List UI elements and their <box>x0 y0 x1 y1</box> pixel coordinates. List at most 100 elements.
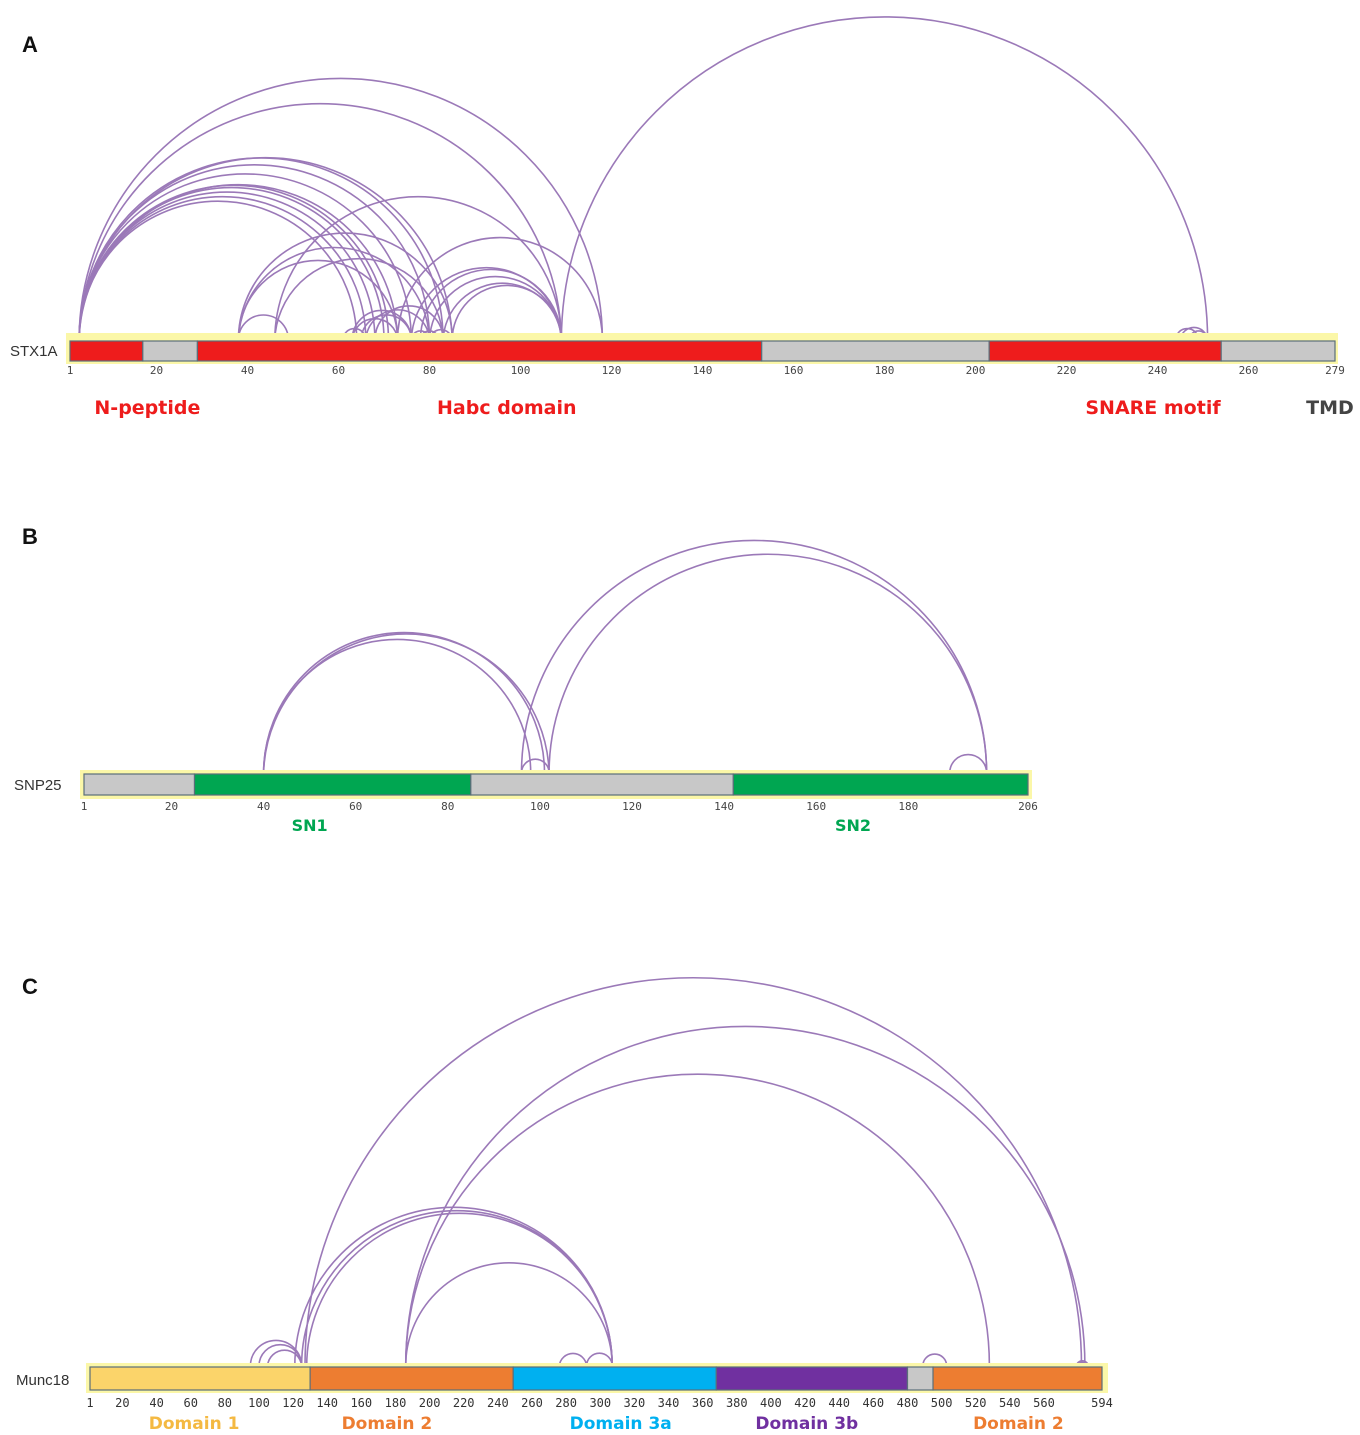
domain-labels-a: N-peptide Habc domain SNARE motif TMD <box>94 397 1353 419</box>
tick-label: 180 <box>875 364 895 377</box>
domain-labels-c: Domain 1 Domain 2 Domain 3a Domain 3b Domain… <box>149 1414 1064 1434</box>
crosslink-arc <box>585 1352 613 1367</box>
tick-label: 206 <box>1018 800 1038 813</box>
protein-name-stx1a: STX1A <box>10 343 58 360</box>
crosslink-arc <box>78 200 358 341</box>
domain-segment <box>1220 340 1336 362</box>
domain-segment <box>512 1366 717 1391</box>
domain-segment <box>906 1366 934 1391</box>
tick-label: 220 <box>1057 364 1077 377</box>
domain-segment <box>715 1366 908 1391</box>
crosslink-arc <box>396 236 604 341</box>
crosslink-arc <box>78 77 604 341</box>
panel-letter-c: C <box>22 974 38 999</box>
tick-label: 480 <box>897 1396 919 1410</box>
crosslink-arcs-b <box>262 539 988 774</box>
domain-label: Domain 2 <box>342 1414 433 1434</box>
tick-label: 1 <box>86 1396 93 1410</box>
tick-label: 140 <box>316 1396 338 1410</box>
crosslink-arc <box>78 102 563 341</box>
domain-segment <box>309 1366 514 1391</box>
tick-label: 100 <box>511 364 531 377</box>
domain-track-c <box>89 1366 1103 1391</box>
tick-label: 220 <box>453 1396 475 1410</box>
crosslink-arc <box>374 305 444 341</box>
domain-segment <box>932 1366 1103 1391</box>
tick-label: 20 <box>115 1396 129 1410</box>
tick-label: 300 <box>589 1396 611 1410</box>
domain-segment <box>69 340 144 362</box>
domain-segment <box>142 340 199 362</box>
tick-label: 360 <box>692 1396 714 1410</box>
crosslink-arc <box>305 1212 613 1367</box>
tick-label: 20 <box>165 800 178 813</box>
crosslink-arc <box>404 1073 991 1367</box>
domain-segment <box>761 340 990 362</box>
panel-letter-a: A <box>22 32 38 57</box>
tick-label: 460 <box>862 1396 884 1410</box>
tick-label: 60 <box>332 364 345 377</box>
crosslink-arc <box>404 1025 1086 1367</box>
crosslink-arc <box>404 1262 613 1367</box>
tick-label: 340 <box>658 1396 680 1410</box>
crosslink-arcs-c <box>249 977 1090 1367</box>
crosslink-arc <box>419 268 563 341</box>
domain-label: SN2 <box>835 816 871 835</box>
tick-label: 560 <box>1033 1396 1055 1410</box>
tick-label: 140 <box>714 800 734 813</box>
crosslink-arc <box>78 164 431 341</box>
domain-label: N-peptide <box>94 397 200 419</box>
crosslink-arc <box>258 1343 303 1367</box>
crosslink-arc <box>548 553 988 774</box>
domain-label: Domain 2 <box>973 1414 1064 1434</box>
tick-label: 420 <box>794 1396 816 1410</box>
tick-label: 80 <box>218 1396 232 1410</box>
protein-name-munc18: Munc18 <box>16 1372 69 1389</box>
crosslink-arc <box>78 157 453 341</box>
tick-label: 400 <box>760 1396 782 1410</box>
domain-label: SNARE motif <box>1085 397 1221 419</box>
domain-track-a <box>69 340 1336 362</box>
domain-segment <box>988 340 1222 362</box>
tick-label: 100 <box>530 800 550 813</box>
panel-letter-b: B <box>22 524 38 549</box>
tick-labels-a: 1 20 40 60 80 100 120 140 160 180 200 220 240 260 279 <box>67 364 1345 377</box>
tick-label: 1 <box>81 800 88 813</box>
crosslink-arc <box>266 1349 303 1367</box>
tick-label: 380 <box>726 1396 748 1410</box>
tick-label: 200 <box>419 1396 441 1410</box>
domain-track-b <box>83 773 1029 796</box>
crosslink-arc <box>78 184 390 341</box>
crosslink-arcs-a <box>78 16 1209 341</box>
domain-label: Domain 3b <box>755 1414 858 1434</box>
crosslink-arc <box>294 1206 613 1367</box>
tick-label: 1 <box>67 364 74 377</box>
crosslink-arc <box>237 314 290 341</box>
tick-labels-c: 1 20 40 60 80 100 120 140 160 180 200 220 240 260 280 3… <box>86 1396 1112 1410</box>
panel-b: B SNP25 1 20 40 60 80 100 120 140 160 180 206 SN1 S… <box>14 524 1038 835</box>
crosslink-arc <box>451 284 563 341</box>
tick-label: 80 <box>441 800 454 813</box>
crosslink-arc <box>274 257 444 341</box>
panel-c: C Munc18 1 20 40 60 80 100 120 140 160 180 200 220 2… <box>16 974 1113 1434</box>
crosslink-arc <box>300 1209 613 1367</box>
tick-label: 120 <box>622 800 642 813</box>
tick-label: 180 <box>898 800 918 813</box>
crosslink-arc <box>304 977 1083 1367</box>
crosslink-arc <box>520 758 550 774</box>
tick-label: 200 <box>966 364 986 377</box>
tick-label: 279 <box>1325 364 1345 377</box>
tick-label: 180 <box>385 1396 407 1410</box>
tick-label: 280 <box>555 1396 577 1410</box>
domain-segment <box>193 773 472 796</box>
tick-label: 540 <box>999 1396 1021 1410</box>
crosslink-arc <box>78 183 399 341</box>
crosslink-arc <box>520 539 988 774</box>
tick-label: 40 <box>257 800 270 813</box>
domain-label: Habc domain <box>437 397 577 419</box>
tick-label: 500 <box>931 1396 953 1410</box>
tick-label: 260 <box>521 1396 543 1410</box>
crosslink-arc <box>560 16 1209 341</box>
tick-label: 40 <box>149 1396 163 1410</box>
domain-segment <box>83 773 196 796</box>
